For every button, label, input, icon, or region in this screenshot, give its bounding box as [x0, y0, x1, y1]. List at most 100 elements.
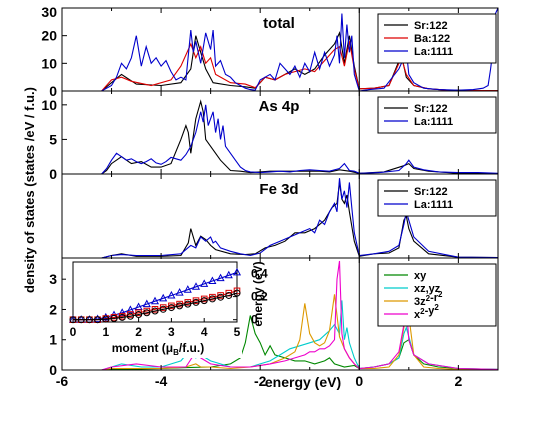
inset-triangle-marker — [150, 296, 160, 305]
inset-triangle-marker — [191, 282, 201, 290]
inset-y-tick-label: 0 — [251, 313, 258, 327]
inset-triangle-marker — [142, 299, 151, 308]
series-line-2 — [62, 41, 498, 91]
inset-circle-marker — [208, 295, 216, 303]
series-group — [62, 178, 498, 258]
inset-circle-marker — [176, 302, 184, 310]
legend-label: La:1111 — [414, 46, 453, 58]
y-tick-label: 3 — [49, 271, 57, 287]
y-tick-label: 10 — [41, 97, 57, 113]
inset-circle-marker — [192, 298, 200, 306]
inset-circle-marker — [77, 316, 85, 324]
inset-circle-marker — [143, 309, 151, 317]
inset-circle-marker — [135, 311, 143, 318]
x-tick-label: -4 — [155, 373, 168, 389]
inset-circle-marker — [110, 315, 118, 323]
series-line-2 — [62, 104, 498, 174]
y-tick-label: 1 — [49, 332, 57, 348]
series-line-1 — [62, 182, 498, 258]
inset-circle-marker — [159, 305, 167, 313]
legend-label: xy — [414, 270, 427, 282]
inset-x-tick-label: 2 — [135, 325, 142, 339]
y-tick-label: 5 — [49, 131, 57, 147]
inset-x-tick-label: 0 — [70, 325, 77, 339]
y-tick-label: 0 — [49, 362, 57, 378]
inset-x-axis-label: moment (μB/f.u.) — [112, 341, 204, 357]
inset-triangle-marker — [224, 270, 233, 279]
x-tick-label: -6 — [56, 373, 69, 389]
legend-label: La:1111 — [414, 116, 453, 128]
x-tick-label: -2 — [254, 373, 267, 389]
panel-label: total — [263, 15, 295, 32]
inset-circle-marker — [184, 300, 192, 308]
x-axis-label: energy (eV) — [265, 374, 341, 390]
legend-label: Sr:122 — [414, 20, 448, 32]
figure-y-axis-label: density of states (states /eV / f.u.) — [22, 87, 37, 293]
y-tick-label: 2 — [49, 301, 57, 317]
x-tick-label: 0 — [355, 373, 363, 389]
x-tick-label: 2 — [454, 373, 462, 389]
legend-label: xz,yz — [414, 283, 441, 295]
inset-triangle-marker — [167, 290, 176, 299]
y-tick-label: 20 — [41, 28, 57, 44]
inset-triangle-marker — [93, 314, 102, 323]
inset-triangle-marker — [175, 288, 184, 296]
inset-circle-marker — [118, 313, 126, 321]
inset-circle-marker — [151, 307, 159, 315]
inset-y-tick-label: 0.4 — [251, 267, 268, 281]
legend-label: Ba:122 — [414, 33, 450, 45]
legend-box — [377, 96, 497, 134]
inset-triangle-marker — [118, 308, 127, 316]
legend-label: Sr:122 — [414, 186, 448, 198]
legend-box — [377, 263, 497, 327]
inset-circle-marker — [217, 293, 225, 301]
y-tick-label: 0 — [49, 83, 57, 99]
inset-x-tick-label: 5 — [234, 325, 241, 339]
inset-triangle-marker — [126, 305, 135, 313]
inset-circle-marker — [200, 297, 208, 305]
series-line-2 — [62, 178, 498, 258]
inset-triangle-marker — [208, 276, 217, 285]
inset-circle-marker — [94, 316, 102, 324]
inset-frame — [72, 261, 238, 323]
inset-x-tick-label: 4 — [201, 325, 208, 339]
inset-x-tick-label: 3 — [168, 325, 175, 339]
inset-triangle-marker — [159, 293, 168, 302]
panel-label: Fe 3d — [259, 181, 298, 198]
inset-circle-marker — [233, 289, 241, 297]
inset-y-axis-label: energy (eV) — [251, 261, 265, 326]
inset-circle-marker — [85, 316, 93, 324]
inset-triangle-marker — [216, 273, 225, 282]
inset-triangle-marker — [183, 285, 192, 293]
inset-y-tick-label: 0.2 — [251, 290, 268, 304]
inset-circle-marker — [225, 291, 233, 299]
inset-circle-marker — [69, 316, 77, 324]
panel-frame — [61, 257, 499, 371]
y-tick-label: 10 — [41, 55, 57, 71]
legend-label: 3z2-r2 — [414, 290, 443, 308]
inset-x-tick-label: 1 — [102, 325, 109, 339]
inset-circle-marker — [102, 315, 110, 323]
inset-triangle-marker — [232, 267, 242, 276]
y-tick-label: 30 — [41, 4, 57, 20]
legend-label: Sr:122 — [414, 103, 448, 115]
inset-triangle-marker — [200, 279, 209, 287]
inset-circle-marker — [167, 304, 175, 312]
legend-label: La:1111 — [414, 199, 453, 211]
y-tick-label: 0 — [49, 166, 57, 182]
series-group — [62, 99, 498, 174]
legend-label: x2-y2 — [414, 303, 439, 321]
panel-label: As 4p — [259, 98, 300, 115]
legend-box — [377, 179, 497, 217]
